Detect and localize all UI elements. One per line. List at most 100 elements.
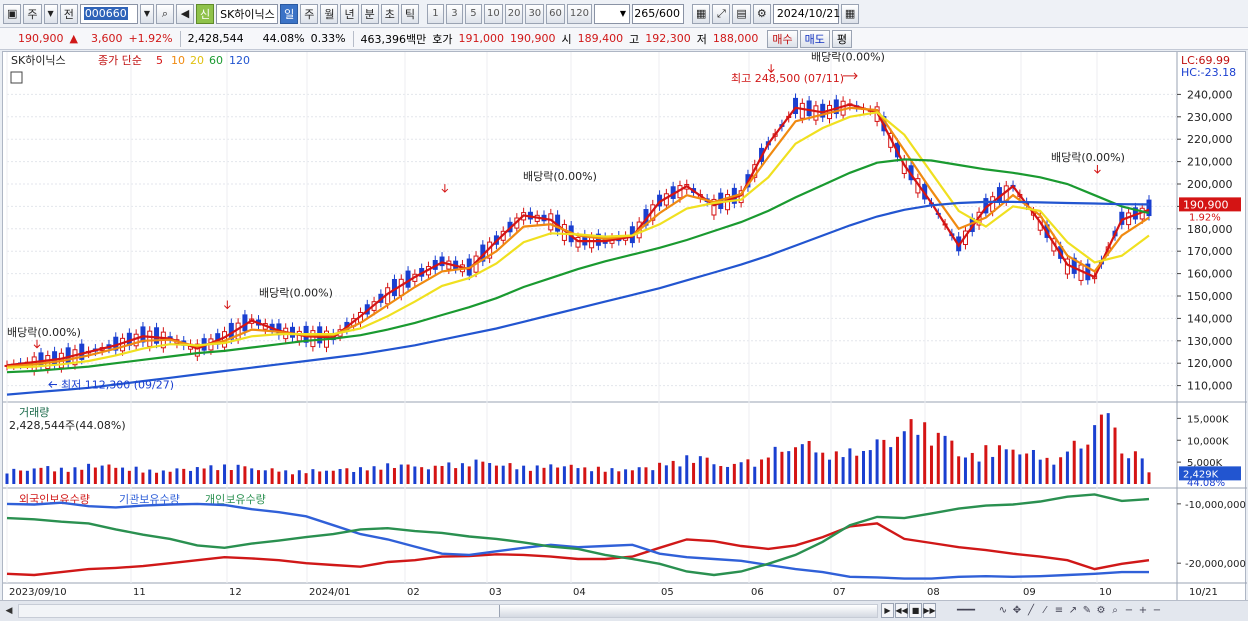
zoom-bar-icon[interactable]: ━━━ [956,604,976,616]
volume: 2,428,544 [187,32,244,45]
ma-label-20: 20 [190,54,204,67]
scroll-right-icon[interactable]: ▶ [881,603,894,618]
period-tick[interactable]: 틱 [400,3,419,24]
volume-bar [141,472,145,484]
interval-60[interactable]: 60 [546,3,565,24]
holdings-y-tick: -20,000,000 [1185,559,1246,570]
ma-label-5: 5 [156,54,163,67]
chart-svg[interactable]: SK하이닉스 종가 단순 5 10 20 60 120 LC:69.99 HC:… [3,52,1247,602]
volume-bar [705,457,709,484]
volume-bar [189,470,193,484]
table-icon[interactable] [10,71,23,84]
period-month[interactable]: 월 [320,3,339,24]
tool-icon[interactable]: ⤢ [712,3,731,24]
trend-tool-icon[interactable]: ⁄ [1044,604,1046,616]
volume-bar [576,468,580,484]
volume-bar [1045,457,1049,484]
chevron-down-icon[interactable]: ▼ [43,3,58,24]
volume-bar [1113,427,1117,484]
period-week[interactable]: 주 [300,3,319,24]
tab-stock[interactable]: 주 [23,3,42,24]
volume-bar [787,451,791,484]
interval-120[interactable]: 120 [566,3,592,24]
scroll-left-icon[interactable]: ◀ [5,606,13,616]
scrollbar-track[interactable] [18,604,878,618]
plus-icon[interactable]: + [1138,604,1148,616]
stock-code-input[interactable]: 000660 [79,3,138,24]
volume-tag: 2,429K [1183,469,1219,480]
annotation-arrow-icon [223,300,231,310]
interval-5[interactable]: 5 [464,3,482,24]
volume-bar [923,422,927,484]
interval-20[interactable]: 20 [504,3,524,24]
volume-bar [195,467,199,484]
legend-institution: 기관보유수량 [119,493,180,506]
rewind-icon[interactable]: ◀◀ [895,603,908,618]
volume-bar [134,466,138,484]
volume-tag-pct: 44.08% [1187,478,1225,489]
volume-bar [73,467,77,484]
draw-tool-icon[interactable]: ∿ [998,604,1008,616]
period-minute[interactable]: 분 [360,3,379,24]
volume-bar [460,463,464,484]
forward-icon[interactable]: ▶▶ [923,603,936,618]
tab-all[interactable]: 전 [59,3,78,24]
stop-icon[interactable]: ■ [909,603,922,618]
search-icon[interactable]: ⌕ [155,3,174,24]
volume-bar [889,447,893,484]
pan-icon[interactable]: ✥ [1012,604,1022,616]
candle-body [711,198,717,216]
arrow-tool-icon[interactable]: ↗ [1068,604,1078,616]
dropdown-icon[interactable]: ▼ [139,3,154,24]
period-year[interactable]: 년 [340,3,359,24]
interval-10[interactable]: 10 [483,3,503,24]
zoom-out-icon[interactable]: − [1124,604,1134,616]
volume-bar [549,464,553,484]
interval-30[interactable]: 30 [525,3,545,24]
volume-bar [66,471,70,484]
save-icon[interactable]: ▤ [732,3,751,24]
period-day[interactable]: 일 [280,3,299,24]
y-tick-label: 240,000 [1187,88,1233,101]
fib-tool-icon[interactable]: ≡ [1054,604,1064,616]
eval-button[interactable]: 평 [831,29,853,48]
sell-button[interactable]: 매도 [799,29,830,48]
gear-icon[interactable]: ⚙ [1096,604,1106,616]
buy-button[interactable]: 매수 [767,29,798,48]
new-badge[interactable]: 신 [195,3,215,24]
volume-bar [624,469,628,484]
minus-icon[interactable]: − [1152,604,1162,616]
volume-bar [236,464,240,484]
y-tick-label: 140,000 [1187,312,1233,325]
annotation-label: 배당락(0.00%) [1051,151,1125,164]
gear-icon[interactable]: ⚙ [752,3,771,24]
volume-bar [678,466,682,484]
volume-bar [1065,451,1069,484]
interval-3[interactable]: 3 [445,3,463,24]
custom-interval-input[interactable]: ▼ [594,3,630,24]
date-input[interactable]: 2024/10/21 [772,3,840,24]
volume-bar [868,450,872,484]
calendar-icon[interactable]: ▦ [840,3,860,24]
interval-1[interactable]: 1 [426,3,444,24]
line-tool-icon[interactable]: ╱ [1027,604,1035,616]
volume-bar [277,471,281,484]
volume-bar [970,452,974,484]
volume-bar [583,467,587,484]
pencil-tool-icon[interactable]: ✎ [1082,604,1092,616]
chart-area[interactable]: SK하이닉스 종가 단순 5 10 20 60 120 LC:69.99 HC:… [2,51,1247,602]
scrollbar-thumb[interactable] [499,605,877,617]
grid-icon[interactable]: ▦ [692,3,711,24]
period-second[interactable]: 초 [380,3,399,24]
volume-bar [345,468,349,484]
volume-bar [59,467,63,484]
layout-icon[interactable]: ▣ [3,3,22,24]
x-tick-label: 03 [489,587,502,598]
volume-bar [107,464,111,484]
count-field[interactable]: 265/600 [632,3,684,24]
high-label: 고 [629,32,640,46]
volume-bar [821,452,825,484]
x-tick-label: 2024/01 [309,587,351,598]
zoom-in-icon[interactable]: ⌕ [1112,604,1118,616]
sound-icon[interactable]: ◀ [175,3,194,24]
